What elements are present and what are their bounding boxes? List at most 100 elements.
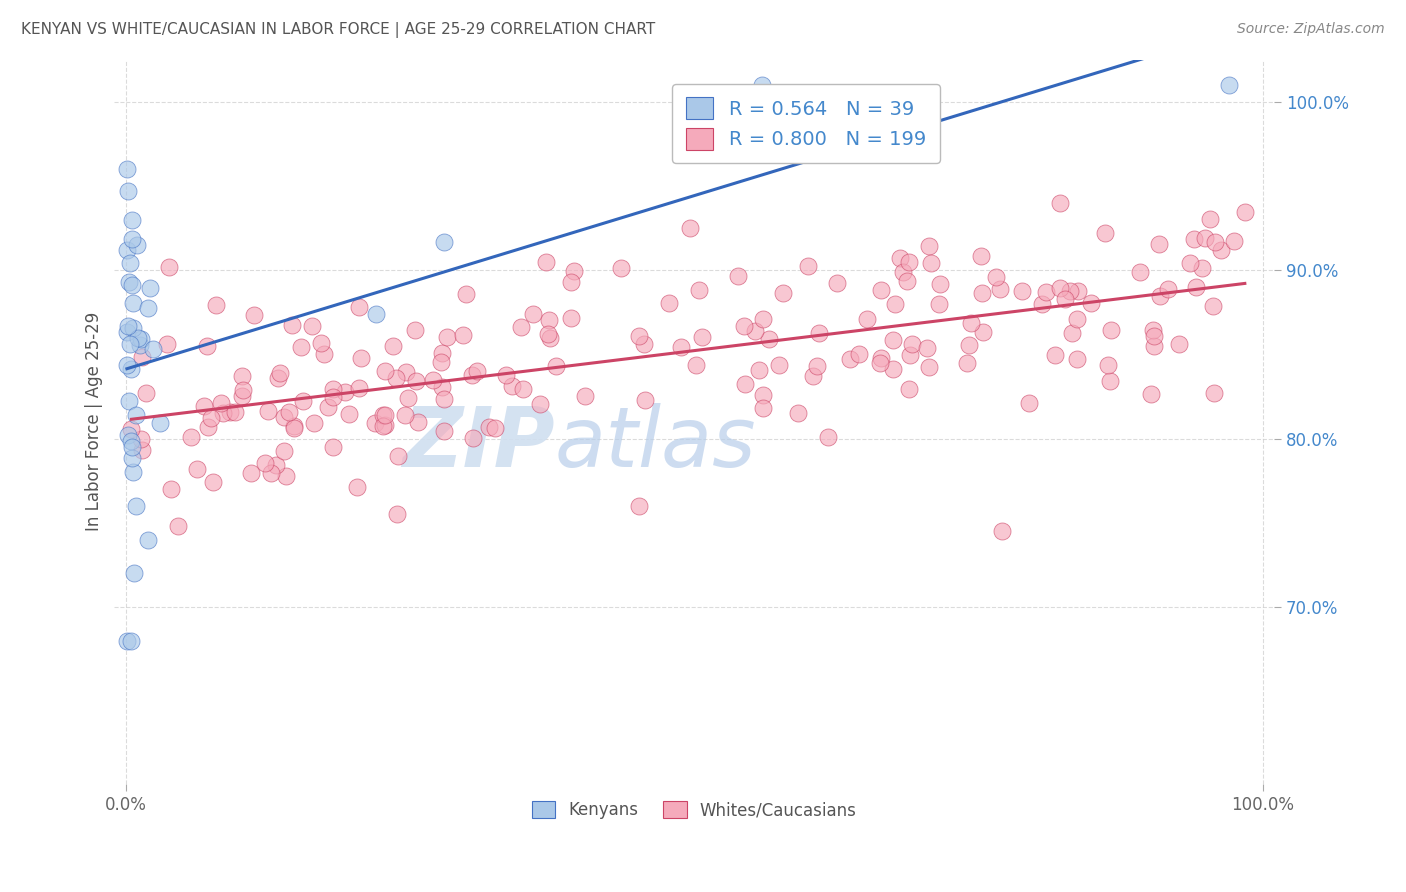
Point — [274, 469, 297, 483]
Point — [772, 286, 794, 301]
Point — [529, 397, 551, 411]
Point — [120, 434, 142, 448]
Point — [125, 408, 148, 422]
Point — [396, 391, 419, 405]
Point — [139, 281, 162, 295]
Point — [882, 361, 904, 376]
Point — [882, 334, 904, 348]
Point — [1018, 396, 1040, 410]
Point — [560, 311, 582, 326]
Point — [972, 325, 994, 339]
Point — [374, 408, 396, 422]
Text: Source: ZipAtlas.com: Source: ZipAtlas.com — [1237, 22, 1385, 37]
Point — [897, 382, 920, 396]
Point — [1143, 328, 1166, 343]
Point — [180, 430, 202, 444]
Point — [121, 441, 143, 455]
Point — [117, 394, 139, 409]
Point — [1099, 322, 1122, 336]
Point — [817, 430, 839, 444]
Point — [322, 382, 344, 396]
Point — [120, 362, 142, 376]
Point — [115, 326, 138, 340]
Point — [538, 330, 561, 344]
Point — [127, 331, 149, 345]
Point — [349, 351, 371, 366]
Point — [264, 458, 287, 473]
Point — [900, 336, 922, 351]
Point — [807, 326, 830, 340]
Point — [209, 396, 232, 410]
Point — [768, 358, 790, 372]
Point — [373, 419, 395, 434]
Point — [752, 311, 775, 326]
Point — [1080, 295, 1102, 310]
Point — [534, 254, 557, 268]
Point — [219, 405, 242, 419]
Point — [292, 393, 315, 408]
Point — [1049, 281, 1071, 295]
Point — [167, 519, 190, 533]
Point — [1191, 261, 1213, 276]
Point — [121, 213, 143, 227]
Point — [273, 444, 295, 458]
Point — [240, 467, 263, 481]
Point — [734, 376, 756, 391]
Point — [839, 352, 862, 367]
Point — [316, 400, 339, 414]
Point — [1098, 375, 1121, 389]
Point — [115, 161, 138, 176]
Point — [502, 379, 524, 393]
Point — [121, 633, 143, 648]
Point — [1223, 234, 1246, 248]
Point — [727, 268, 749, 283]
Point — [1011, 284, 1033, 298]
Point — [121, 232, 143, 246]
Point — [679, 220, 702, 235]
Point — [429, 354, 451, 368]
Point — [1218, 78, 1240, 92]
Point — [758, 332, 780, 346]
Point — [1129, 265, 1152, 279]
Point — [193, 399, 215, 413]
Point — [870, 351, 893, 365]
Point — [394, 408, 416, 422]
Point — [118, 275, 141, 289]
Point — [733, 319, 755, 334]
Point — [744, 324, 766, 338]
Point — [1199, 211, 1222, 226]
Point — [374, 418, 396, 433]
Point — [387, 508, 409, 522]
Point — [1054, 293, 1077, 307]
Text: atlas: atlas — [555, 403, 756, 483]
Point — [509, 320, 531, 334]
Point — [422, 373, 444, 387]
Point — [405, 374, 427, 388]
Point — [957, 338, 980, 352]
Point — [1204, 235, 1226, 249]
Point — [1178, 256, 1201, 270]
Point — [1182, 232, 1205, 246]
Point — [243, 308, 266, 322]
Point — [512, 382, 534, 396]
Point — [1043, 348, 1066, 362]
Point — [433, 392, 456, 406]
Point — [347, 381, 370, 395]
Point — [898, 255, 921, 269]
Point — [461, 431, 484, 445]
Point — [257, 404, 280, 418]
Point — [1168, 337, 1191, 351]
Point — [1233, 205, 1256, 219]
Point — [461, 368, 484, 382]
Point — [465, 364, 488, 378]
Point — [430, 380, 453, 394]
Point — [408, 416, 430, 430]
Point — [131, 443, 153, 458]
Point — [385, 371, 408, 385]
Point — [1060, 326, 1083, 340]
Point — [825, 276, 848, 290]
Point — [688, 283, 710, 297]
Point — [627, 328, 650, 343]
Point — [1209, 244, 1232, 258]
Point — [127, 238, 149, 252]
